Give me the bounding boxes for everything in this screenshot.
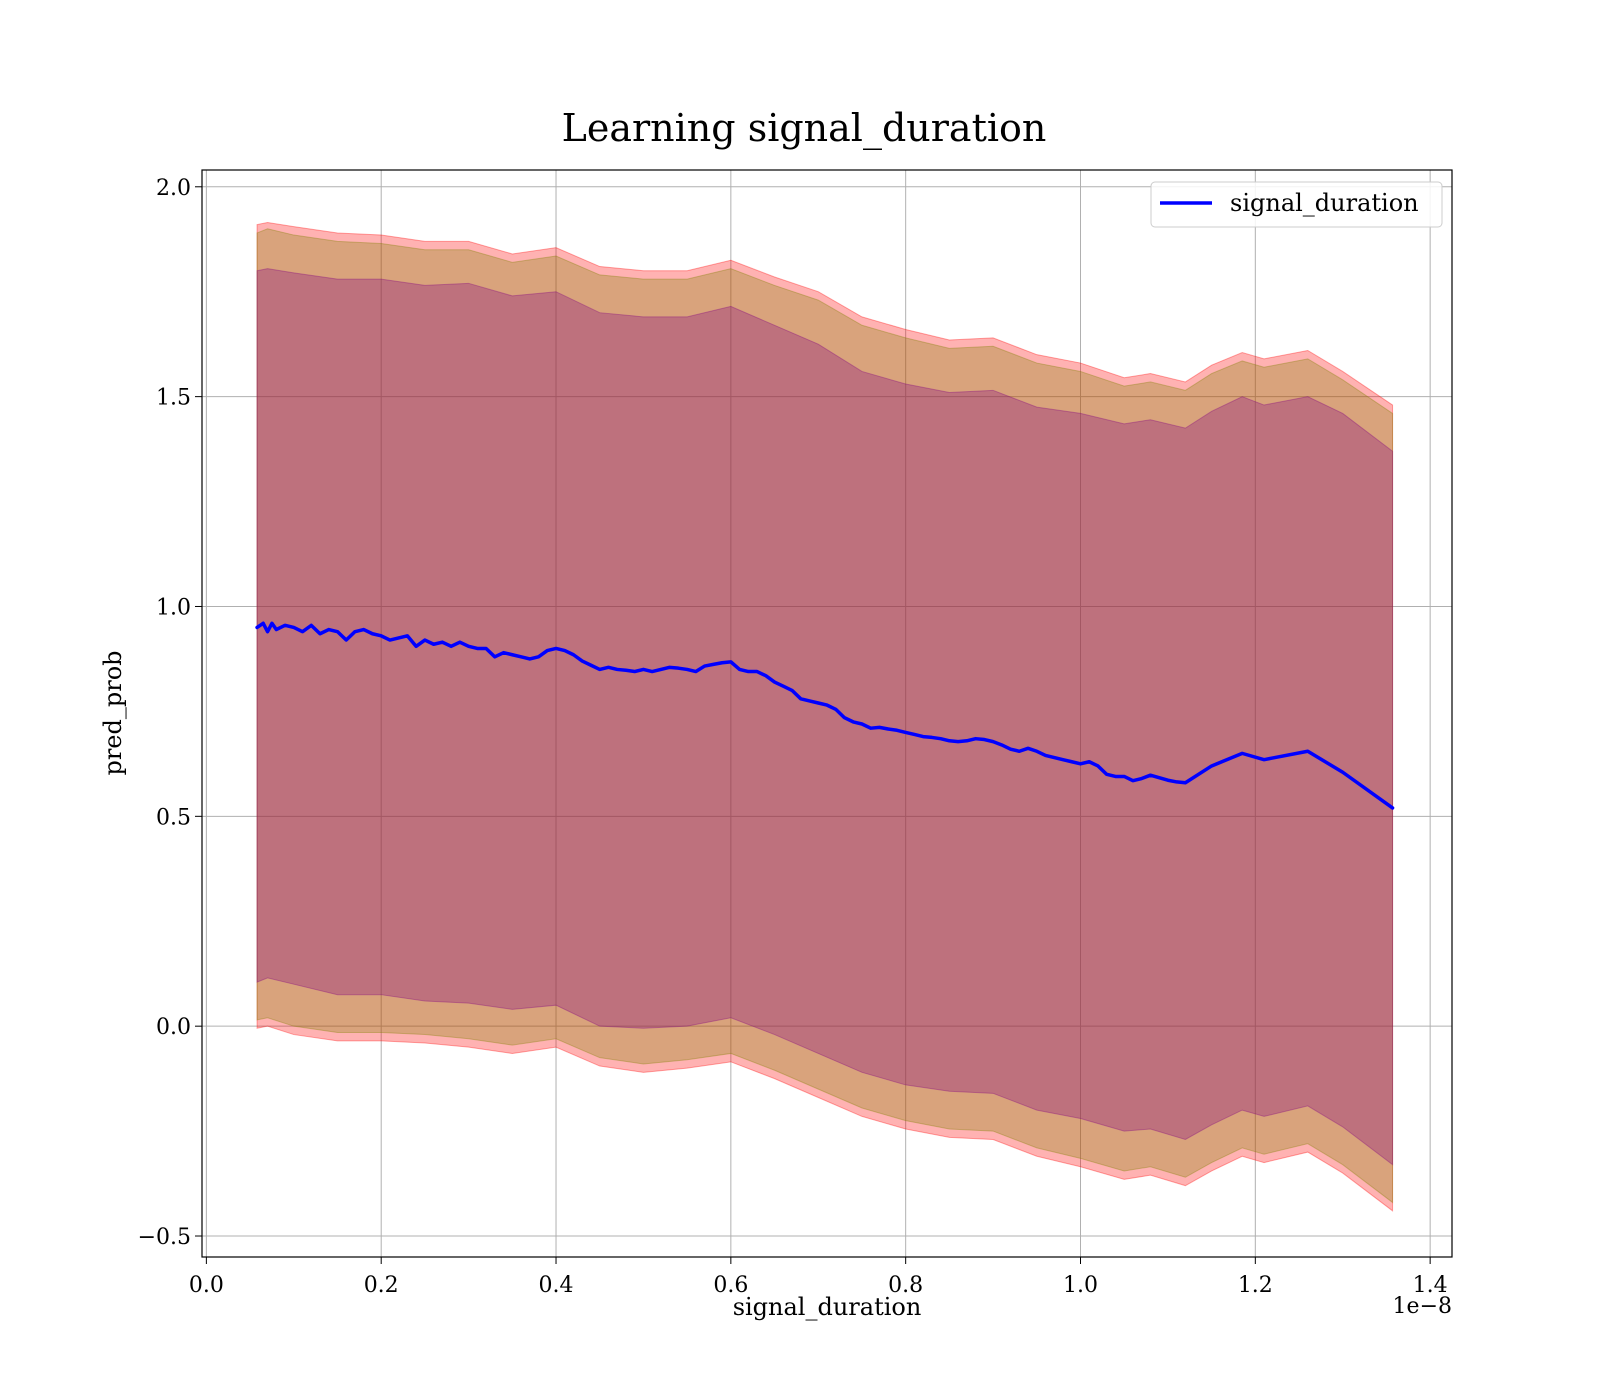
series-line-0 — [255, 621, 1395, 810]
x-tick-label-5: 1.0 — [1063, 1273, 1098, 1298]
y-axis-label: pred_prob — [99, 650, 127, 775]
y-tick-label-5: 2.0 — [156, 176, 191, 201]
plot-frame — [201, 169, 1453, 1258]
legend-box — [1150, 181, 1443, 228]
confidence-band-1 — [256, 228, 1394, 1204]
confidence-band-0 — [256, 221, 1394, 1212]
y-tick-label-2: 0.5 — [156, 805, 191, 830]
series-lines — [255, 621, 1395, 810]
chart-title: Learning signal_duration — [562, 106, 1047, 151]
x-tick-label-2: 0.4 — [539, 1273, 574, 1298]
x-axis-ticks: 0.0 0.2 0.4 0.6 0.8 1.0 1.2 1.4 — [189, 1257, 1448, 1298]
y-tick-label-1: 0.0 — [156, 1015, 191, 1040]
x-tick-label-7: 1.4 — [1413, 1273, 1448, 1298]
confidence-bands — [256, 221, 1394, 1212]
x-tick-label-4: 0.8 — [888, 1273, 923, 1298]
legend: signal_duration — [1150, 181, 1443, 228]
x-tick-label-3: 0.6 — [713, 1273, 748, 1298]
y-axis-ticks: −0.5 0.0 0.5 1.0 1.5 2.0 — [138, 176, 202, 1250]
legend-label-signal-duration: signal_duration — [1230, 189, 1419, 217]
y-tick-label-0: −0.5 — [138, 1225, 191, 1250]
x-axis-label: signal_duration — [733, 1293, 922, 1321]
confidence-band-2 — [256, 268, 1394, 1166]
y-tick-label-4: 1.5 — [156, 386, 191, 411]
x-tick-label-1: 0.2 — [364, 1273, 399, 1298]
y-tick-label-3: 1.0 — [156, 595, 191, 620]
x-tick-label-0: 0.0 — [189, 1273, 224, 1298]
x-tick-label-6: 1.2 — [1238, 1273, 1273, 1298]
grid — [202, 170, 1452, 1257]
x-axis-offset-label: 1e−8 — [1393, 1294, 1452, 1319]
